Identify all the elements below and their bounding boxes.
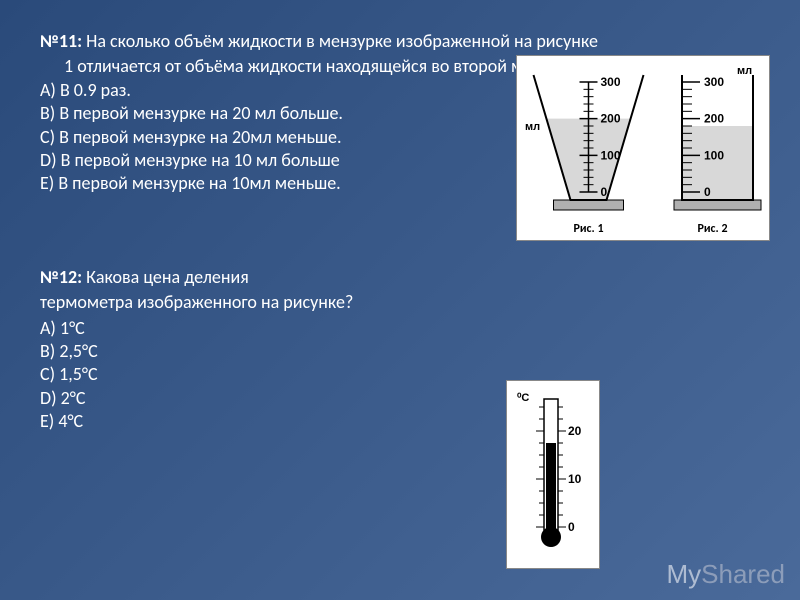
figure-1: 300 200 100 0 мл Рис. 1 <box>521 60 656 236</box>
svg-text:0: 0 <box>601 185 608 199</box>
beaker-1-svg: 300 200 100 0 мл <box>521 60 656 220</box>
svg-text:мл: мл <box>525 121 540 133</box>
svg-text:мл: мл <box>737 65 752 77</box>
question-12: №12: Какова цена деления термометра изоб… <box>40 266 760 434</box>
q12-answer-e: Е) 4°С <box>40 410 760 433</box>
svg-text:0: 0 <box>568 520 575 534</box>
svg-text:300: 300 <box>601 75 621 89</box>
q11-title: №11: На сколько объём жидкости в мензурк… <box>40 30 760 53</box>
q11-text1: На сколько объём жидкости в мензурке изо… <box>86 30 598 52</box>
svg-text:10: 10 <box>568 472 582 486</box>
svg-text:0: 0 <box>704 185 711 199</box>
q12-number: №12: <box>40 266 82 288</box>
watermark-shared: Shared <box>701 559 785 589</box>
svg-text:100: 100 <box>704 148 724 162</box>
q11-number: №11: <box>40 30 82 52</box>
q12-answer-d: D) 2°С <box>40 387 760 410</box>
svg-text:⁰С: ⁰С <box>517 392 529 404</box>
svg-text:100: 100 <box>601 148 621 162</box>
watermark-my: My <box>666 559 701 589</box>
fig2-caption: Рис. 2 <box>697 222 727 236</box>
q12-text1: Какова цена деления <box>86 266 249 288</box>
svg-text:200: 200 <box>601 112 621 126</box>
figure-2: 300 200 100 0 мл Рис. 2 <box>660 60 765 236</box>
q11-figures: 300 200 100 0 мл Рис. 1 300 200 100 0 мл Рис. 2 <box>516 55 770 241</box>
svg-text:200: 200 <box>704 112 724 126</box>
q12-figure: 20 10 0 ⁰С <box>506 380 600 569</box>
q12-answer-c: С) 1,5°С <box>40 363 760 386</box>
fig1-caption: Рис. 1 <box>573 222 603 236</box>
svg-text:20: 20 <box>568 424 582 438</box>
watermark: MyShared <box>666 559 785 590</box>
svg-text:300: 300 <box>704 75 724 89</box>
beaker-2-svg: 300 200 100 0 мл <box>660 60 765 220</box>
thermometer-svg: 20 10 0 ⁰С <box>513 387 593 557</box>
q12-answer-a: А) 1°С <box>40 317 760 340</box>
q12-answer-b: В) 2,5°С <box>40 340 760 363</box>
q12-title: №12: Какова цена деления <box>40 266 760 289</box>
q12-text2: термометра изображенного на рисунке? <box>40 291 760 314</box>
